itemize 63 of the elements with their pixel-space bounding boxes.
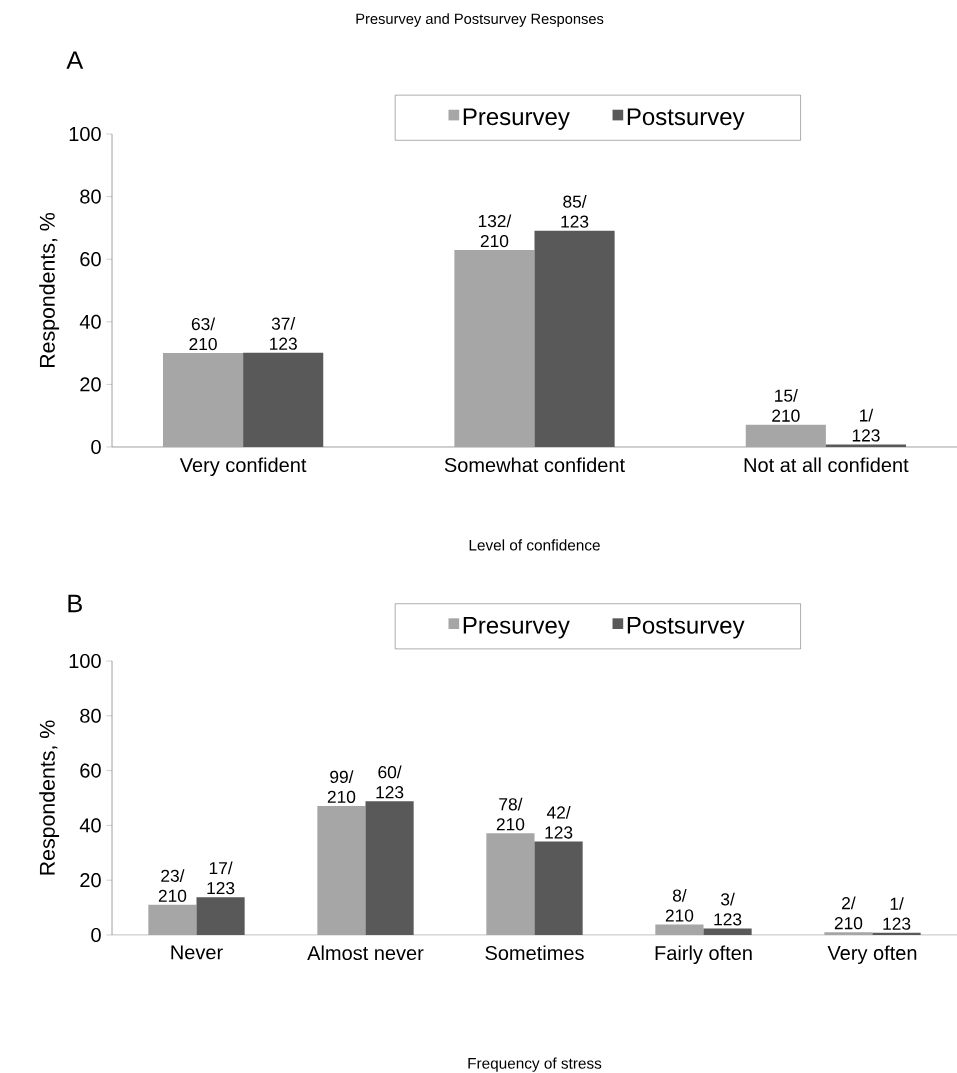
x-tick-label: Very often — [827, 945, 917, 965]
x-tick-label: Almost never — [307, 945, 424, 961]
legend-label: Presurvey — [463, 617, 570, 639]
bar — [317, 805, 366, 935]
bar — [196, 897, 245, 935]
bar — [486, 833, 535, 935]
y-tick-label: 20 — [80, 873, 101, 888]
chart-subtitle: A — [66, 51, 84, 69]
x-tick-label: Not at all confident — [744, 457, 909, 473]
bar — [825, 444, 907, 447]
bar — [703, 928, 752, 935]
y-axis-title: Respondents, % — [39, 720, 60, 875]
data-label: 8/ 210 — [665, 888, 694, 922]
bar — [534, 841, 583, 935]
y-tick-label: 80 — [80, 189, 101, 204]
data-label: 132/ 210 — [478, 214, 512, 248]
y-tick-label: 20 — [80, 377, 101, 392]
bar — [162, 353, 244, 447]
data-label: 78/ 210 — [496, 797, 525, 831]
x-tick-label: Sometimes — [485, 945, 584, 961]
data-label: 42/ 123 — [545, 805, 573, 839]
data-label: 23/ 210 — [158, 869, 187, 902]
y-tick-label: 100 — [69, 126, 101, 142]
x-tick-label: Fairly often — [655, 945, 752, 965]
x-tick-label: Never — [171, 945, 223, 960]
y-axis-title: Respondents, % — [39, 213, 60, 368]
bar — [872, 932, 921, 935]
data-label: 1/ 123 — [883, 897, 911, 930]
x-axis-title: Frequency of stress — [468, 1057, 602, 1072]
legend-label: Presurvey — [463, 108, 570, 130]
bar — [365, 801, 414, 935]
x-tick-label: Somewhat confident — [444, 457, 625, 473]
y-tick-label: 0 — [91, 439, 101, 455]
chart-title: Presurvey and Postsurvey Responses — [356, 13, 604, 27]
y-tick-label: 60 — [80, 252, 101, 267]
y-tick-label: 0 — [91, 927, 101, 943]
legend-label: Postsurvey — [627, 108, 745, 130]
legend-label: Postsurvey — [627, 617, 745, 639]
y-tick-label: 40 — [79, 818, 101, 833]
chart-subtitle: B — [68, 594, 82, 613]
data-label: 60/ 123 — [376, 765, 404, 799]
bar — [745, 424, 826, 447]
data-label: 63/ 210 — [189, 317, 217, 351]
y-tick-label: 40 — [79, 314, 101, 329]
bar — [824, 932, 873, 935]
bar — [454, 250, 535, 447]
bar — [148, 904, 197, 935]
bar — [534, 230, 615, 447]
data-label: 2/ 210 — [834, 896, 863, 930]
x-tick-label: Very confident — [179, 457, 307, 477]
data-label: 3/ 123 — [714, 892, 742, 926]
data-label: 15/ 210 — [772, 389, 800, 422]
data-label: 17/ 123 — [207, 861, 235, 895]
x-axis-title: Level of confidence — [469, 539, 600, 551]
bar — [655, 924, 704, 935]
y-tick-label: 60 — [80, 763, 101, 778]
y-tick-label: 80 — [80, 708, 101, 723]
bar — [243, 352, 324, 447]
y-tick-label: 100 — [69, 653, 101, 669]
data-label: 1/ 123 — [852, 408, 880, 442]
data-label: 85/ 123 — [561, 195, 589, 228]
data-label: 99/ 210 — [327, 770, 356, 804]
data-label: 37/ 123 — [270, 317, 297, 350]
